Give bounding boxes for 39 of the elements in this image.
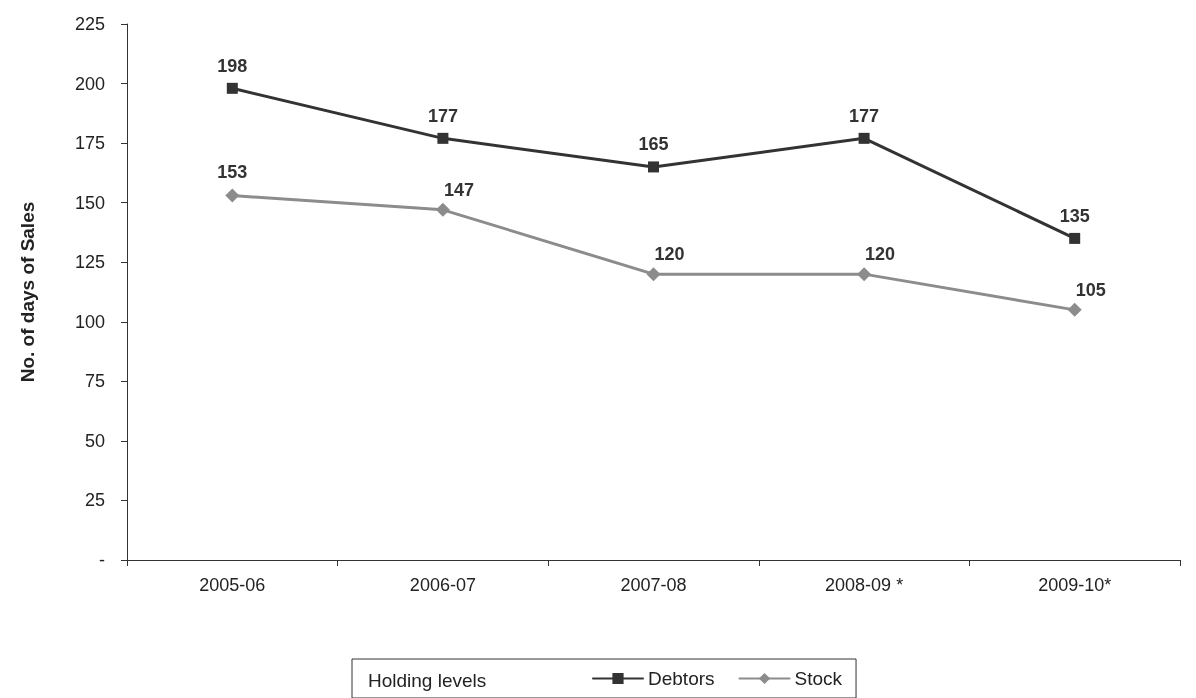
legend-title: Holding levels — [368, 670, 487, 691]
point — [1067, 302, 1082, 317]
point — [437, 132, 449, 144]
y-tick-label: 25 — [84, 490, 105, 511]
point — [646, 267, 661, 282]
y-tick-label: 200 — [74, 73, 105, 94]
y-tick-label: 125 — [74, 252, 105, 273]
point — [858, 132, 870, 144]
x-tick-label: 2008-09 * — [825, 575, 904, 595]
y-tick-label: 100 — [74, 311, 105, 332]
y-tick-label: 150 — [74, 192, 105, 213]
data-label: 165 — [638, 134, 669, 155]
data-label: 198 — [217, 55, 248, 76]
point — [857, 267, 872, 282]
point — [226, 82, 238, 94]
y-tick-label: 225 — [74, 14, 105, 34]
y-tick-label: 75 — [84, 371, 105, 392]
y-tick-label: 50 — [84, 430, 105, 451]
data-label: 177 — [849, 105, 880, 126]
y-axis-title: No. of days of Sales — [17, 201, 38, 383]
data-label: 120 — [865, 244, 896, 265]
point — [1069, 232, 1081, 244]
point — [435, 202, 450, 217]
point — [648, 161, 659, 173]
y-tick-label: - — [99, 550, 105, 570]
legend-label: Debtors — [648, 668, 715, 689]
x-tick-label: 2006-07 — [409, 575, 476, 595]
data-label: 105 — [1075, 279, 1106, 300]
x-tick-label: 2005-06 — [199, 575, 266, 595]
y-tick-label: 175 — [74, 133, 105, 154]
data-label: 135 — [1059, 205, 1090, 226]
data-label: 147 — [443, 179, 474, 200]
legend-label: Stock — [794, 668, 843, 689]
data-label: 153 — [217, 161, 248, 182]
x-tick-label: 2007-08 — [620, 575, 687, 595]
data-label: 177 — [427, 105, 458, 126]
point — [225, 188, 240, 203]
x-tick-label: 2009-10* — [1038, 575, 1112, 595]
data-label: 120 — [654, 244, 685, 265]
